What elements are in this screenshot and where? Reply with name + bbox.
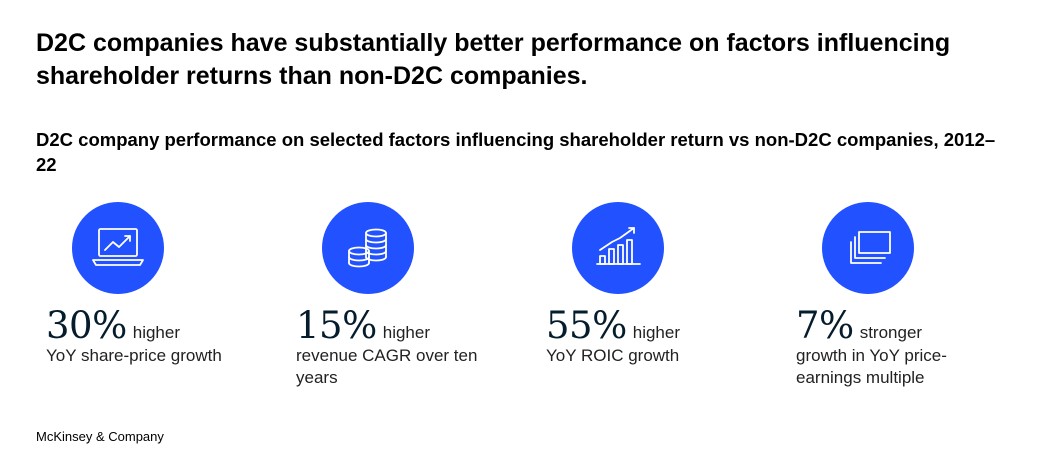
stat-text: 15% higher revenue CAGR over ten years bbox=[296, 307, 526, 389]
coin-stack-icon bbox=[322, 202, 414, 294]
bar-chart-growth-icon bbox=[572, 202, 664, 294]
page-headline: D2C companies have substantially better … bbox=[36, 29, 951, 90]
stat-text: 7% stronger growth in YoY price-earnings … bbox=[796, 307, 1026, 389]
chart-subtitle: D2C company performance on selected fact… bbox=[36, 129, 996, 175]
stat-description: revenue CAGR over ten years bbox=[296, 346, 478, 387]
stat-description: YoY share-price growth bbox=[46, 346, 222, 365]
stat-figure: 30% bbox=[46, 304, 127, 347]
stat-qualifier: higher bbox=[632, 323, 681, 342]
laptop-chart-icon bbox=[72, 202, 164, 294]
stat-figure: 15% bbox=[296, 304, 377, 347]
footer-brand: McKinsey & Company bbox=[36, 429, 164, 444]
stat-text: 30% higher YoY share-price growth bbox=[46, 307, 276, 367]
stat-qualifier: stronger bbox=[859, 323, 923, 342]
stat-description: YoY ROIC growth bbox=[546, 346, 680, 365]
stat-description: growth in YoY price-earnings multiple bbox=[796, 346, 947, 387]
stat-qualifier: higher bbox=[132, 323, 181, 342]
stat-qualifier: higher bbox=[382, 323, 431, 342]
stat-text: 55% higher YoY ROIC growth bbox=[546, 307, 776, 367]
stat-figure: 7% bbox=[796, 304, 854, 347]
stacked-cards-icon bbox=[822, 202, 914, 294]
stat-figure: 55% bbox=[546, 304, 627, 347]
